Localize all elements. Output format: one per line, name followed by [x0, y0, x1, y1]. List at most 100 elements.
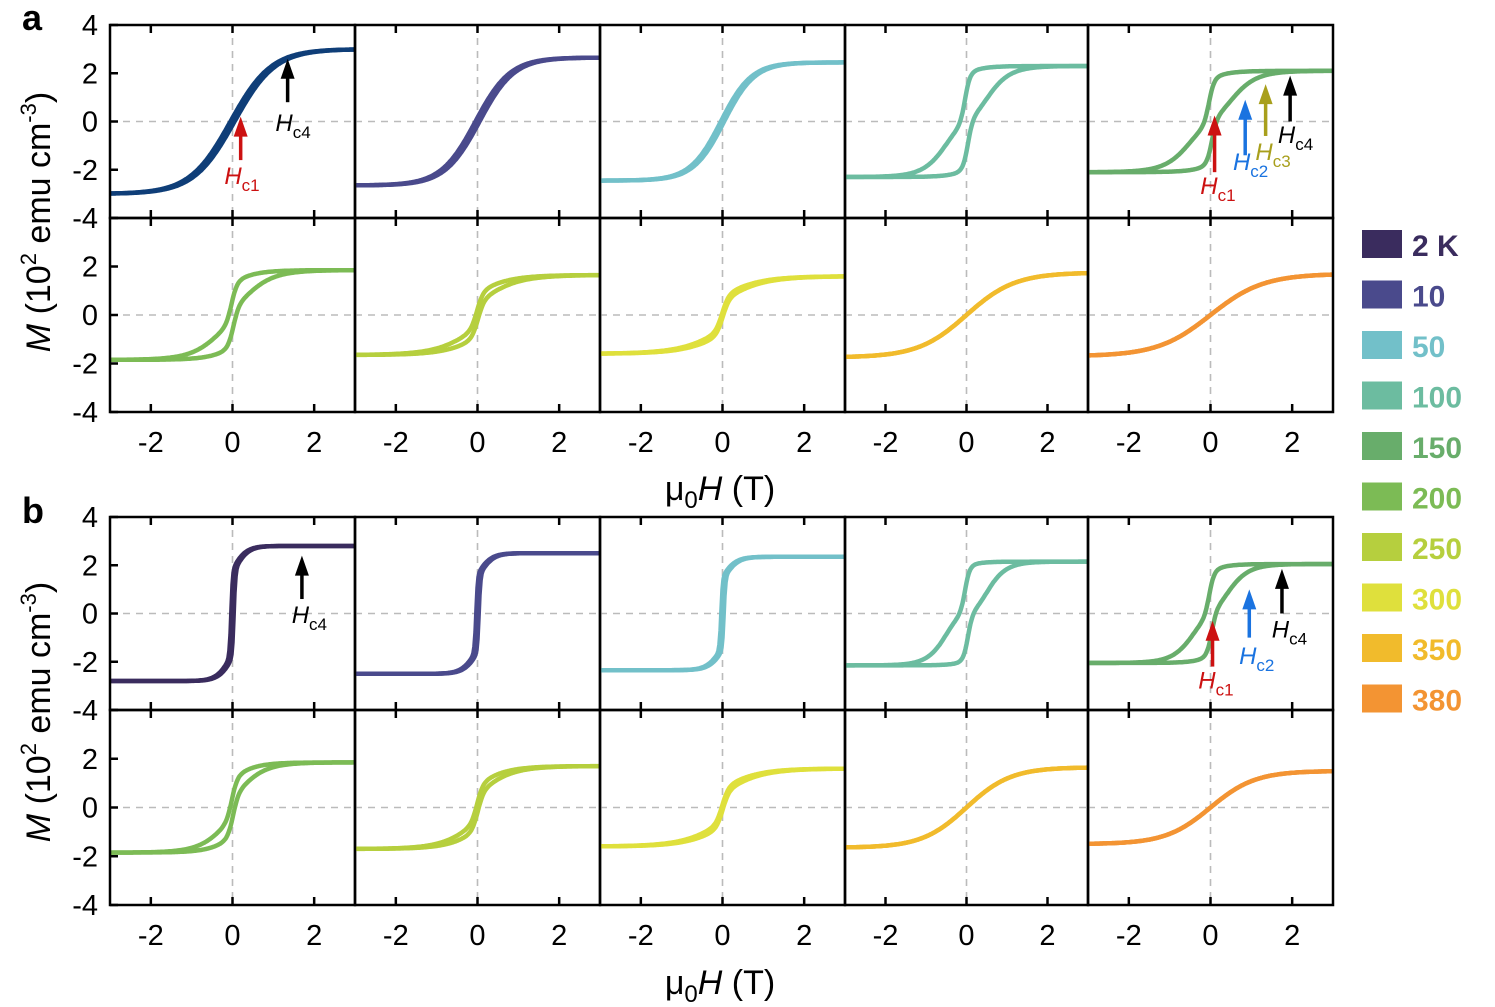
x-tick-label: 2	[1039, 920, 1055, 952]
subplot-b-9: -2 0 2	[1086, 708, 1335, 952]
x-tick-label: 2	[306, 427, 322, 459]
panel-label-a: a	[22, 0, 43, 38]
mh-curve	[843, 559, 1090, 668]
x-tick-label: 0	[714, 427, 730, 459]
annotation-Hc4: Hc4	[1272, 568, 1307, 649]
mh-curve	[843, 765, 1090, 850]
legend-label: 250	[1412, 533, 1462, 566]
legend: 2 K 10 50 100 150 200 250 300 350 380	[1362, 230, 1462, 718]
legend-swatch	[1362, 583, 1402, 612]
y-tick-label: 2	[82, 58, 98, 90]
subplot-a-6: -2 0 2	[353, 216, 602, 459]
x-tick-label: -2	[873, 920, 899, 952]
legend-item: 350	[1362, 634, 1462, 667]
x-tick-label: 2	[796, 427, 812, 459]
x-tick-label: -2	[383, 427, 409, 459]
y-tick-label: -4	[72, 695, 98, 727]
mh-curve	[1086, 561, 1335, 666]
legend-swatch	[1362, 381, 1402, 410]
x-tick-label: 2	[551, 920, 567, 952]
x-tick-label: 0	[958, 427, 974, 459]
x-tick-label: -2	[628, 427, 654, 459]
svg-text:Hc1: Hc1	[224, 163, 259, 195]
x-tick-label: -2	[1116, 427, 1142, 459]
legend-label: 50	[1412, 331, 1445, 364]
subplot-b-1	[353, 515, 602, 712]
axes-frame	[1086, 708, 1335, 907]
svg-text:Hc1: Hc1	[1200, 173, 1235, 205]
y-tick-label: -2	[72, 841, 98, 873]
x-tick-label: 0	[224, 427, 240, 459]
x-tick-label: -2	[138, 920, 164, 952]
x-tick-label: -2	[138, 427, 164, 459]
legend-swatch	[1362, 482, 1402, 511]
legend-label: 300	[1412, 584, 1462, 617]
mh-curve	[598, 60, 847, 183]
legend-label: 2 K	[1412, 230, 1459, 263]
legend-item: 250	[1362, 533, 1462, 566]
y-tick-label: -2	[72, 155, 98, 187]
legend-swatch	[1362, 432, 1402, 460]
mh-curve	[598, 554, 847, 673]
annotation-Hc3: Hc3	[1255, 84, 1291, 171]
x-tick-label: 0	[469, 427, 485, 459]
mh-curve	[843, 270, 1090, 360]
svg-text:Hc1: Hc1	[1198, 667, 1233, 699]
svg-text:Hc4: Hc4	[1272, 617, 1307, 649]
mh-curve	[108, 47, 357, 196]
y-tick-label: 4	[82, 10, 98, 42]
subplot-a-3	[843, 23, 1090, 220]
y-tick-label: 2	[82, 744, 98, 776]
y-axis-title-b: M (102 emu cm-3)	[16, 582, 58, 842]
y-axis-title-a: M (102 emu cm-3)	[16, 92, 58, 352]
legend-item: 100	[1362, 381, 1462, 415]
annotation-Hc4: Hc4	[292, 555, 327, 634]
x-tick-label: -2	[628, 920, 654, 952]
x-tick-label: 0	[224, 920, 240, 952]
y-tick-label: 2	[82, 252, 98, 284]
x-tick-label: 2	[551, 427, 567, 459]
legend-item: 50	[1362, 331, 1445, 364]
legend-item: 150	[1362, 432, 1462, 465]
mh-curve	[1086, 68, 1335, 175]
axes-frame	[1086, 216, 1335, 414]
y-tick-label: 0	[82, 793, 98, 825]
x-tick-label: 0	[1202, 920, 1218, 952]
legend-label: 150	[1412, 432, 1462, 465]
svg-text:Hc3: Hc3	[1255, 139, 1290, 171]
mh-curve	[598, 766, 847, 849]
annotation-Hc4: Hc4	[1278, 75, 1313, 154]
annotation-Hc2: Hc2	[1233, 99, 1268, 181]
svg-text:M (102 emu cm-3): M (102 emu cm-3)	[16, 92, 58, 352]
legend-swatch	[1362, 331, 1402, 359]
y-tick-label: 0	[82, 107, 98, 139]
svg-text:Hc4: Hc4	[292, 602, 327, 634]
subplot-b-6: -2 0 2	[353, 708, 602, 952]
x-tick-label: 0	[714, 920, 730, 952]
subplot-a-5: -4 -2 0 2 -2 0 2	[72, 216, 357, 459]
legend-item: 10	[1362, 280, 1445, 314]
x-tick-label: 2	[1039, 427, 1055, 459]
legend-item: 200	[1362, 482, 1462, 516]
x-tick-label: 2	[1284, 920, 1300, 952]
legend-item: 2 K	[1362, 230, 1459, 263]
svg-text:Hc4: Hc4	[275, 110, 310, 142]
mh-curve	[598, 274, 847, 356]
legend-item: 300	[1362, 583, 1462, 617]
y-tick-label: 2	[82, 550, 98, 582]
subplot-b-0: -4 -2 0 2 4 Hc4	[72, 502, 357, 727]
mh-curve	[843, 63, 1090, 180]
subplot-b-5: -4 -2 0 2 -2 0 2	[72, 708, 357, 952]
x-axis-title-b: μ0H (T)	[665, 964, 775, 1007]
svg-text:Hc2: Hc2	[1233, 149, 1268, 181]
panel-label-b: b	[22, 490, 44, 531]
mh-curve	[1086, 272, 1335, 358]
subplot-a-8: -2 0 2	[843, 216, 1090, 459]
mh-curve	[353, 550, 602, 677]
x-tick-label: 2	[796, 920, 812, 952]
mh-curve	[353, 272, 602, 358]
y-tick-label: -2	[72, 349, 98, 381]
